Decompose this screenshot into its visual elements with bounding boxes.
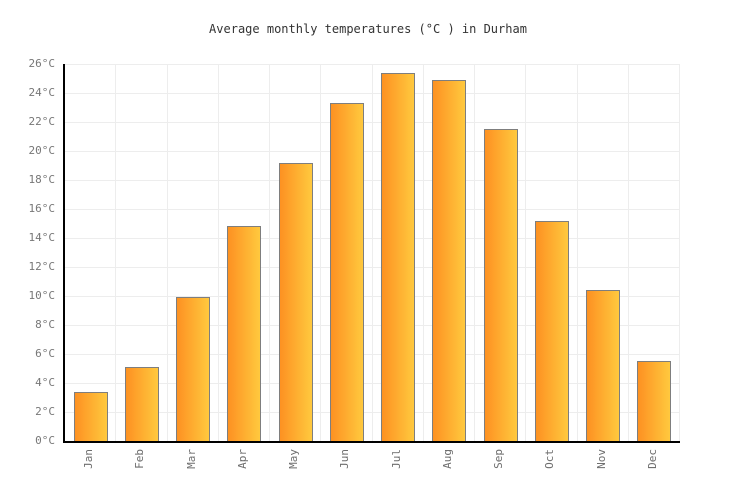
y-tick-label: 2°C — [35, 405, 55, 418]
month-label: May — [287, 449, 301, 469]
month-label: Dec — [645, 449, 659, 469]
month-label: Oct — [543, 449, 557, 469]
gridline-h — [65, 93, 680, 94]
y-tick-label: 16°C — [28, 202, 56, 215]
bar-jul — [381, 73, 416, 441]
gridline-v — [679, 64, 680, 441]
plot-area — [63, 64, 680, 443]
y-tick-label: 4°C — [35, 376, 55, 389]
month-label: Jan — [82, 449, 96, 469]
gridline-h — [65, 64, 680, 65]
bar-oct — [534, 221, 569, 441]
chart-title: Average monthly temperatures (°C ) in Du… — [209, 22, 527, 36]
bar-feb — [124, 367, 159, 441]
month-label: Jun — [338, 449, 352, 469]
x-tick-label-dec: Dec — [642, 449, 662, 469]
gridline-v — [371, 64, 373, 441]
gridline-v — [474, 64, 475, 441]
y-tick-label: 24°C — [28, 86, 56, 99]
y-tick-label: 6°C — [35, 347, 55, 360]
month-label: Sep — [492, 449, 506, 469]
gridline-h — [65, 209, 680, 210]
x-tick-label-sep: Sep — [489, 449, 509, 469]
gridline-h — [65, 354, 680, 355]
x-tick-label-may: May — [284, 449, 304, 469]
gridline-v — [576, 64, 578, 441]
gridline-h — [65, 238, 680, 239]
gridline-v — [269, 64, 270, 441]
y-tick-label: 22°C — [28, 115, 56, 128]
month-label: Nov — [594, 449, 608, 469]
x-tick-label-oct: Oct — [540, 449, 560, 469]
x-tick-label-aug: Aug — [437, 449, 457, 469]
bar-aug — [432, 80, 467, 441]
x-tick-label-jun: Jun — [335, 449, 355, 469]
gridline-v — [525, 64, 527, 441]
x-tick-label-feb: Feb — [130, 449, 150, 469]
month-label: Apr — [235, 449, 249, 469]
y-tick-label: 10°C — [28, 289, 56, 302]
x-tick-label-jul: Jul — [386, 449, 406, 469]
gridline-v — [627, 64, 629, 441]
y-tick-label: 14°C — [28, 231, 56, 244]
month-label: Aug — [440, 449, 454, 469]
gridline-h — [65, 267, 680, 268]
bar-jan — [73, 392, 108, 441]
y-tick-label: 8°C — [35, 318, 55, 331]
gridline-h — [65, 151, 680, 152]
gridline-v — [217, 64, 219, 441]
gridline-h — [65, 383, 680, 384]
gridline-v — [115, 64, 117, 441]
bar-dec — [637, 361, 672, 441]
y-tick-label: 26°C — [28, 57, 56, 70]
gridline-h — [65, 122, 680, 123]
gridline-v — [320, 64, 322, 441]
y-tick-label: 18°C — [28, 173, 56, 186]
month-label: Mar — [184, 449, 198, 469]
x-tick-label-mar: Mar — [181, 449, 201, 469]
bar-may — [278, 163, 313, 441]
month-label: Feb — [133, 449, 147, 469]
gridline-h — [65, 325, 680, 326]
bar-jun — [329, 103, 364, 441]
month-label: Jul — [389, 449, 403, 469]
bar-sep — [483, 129, 518, 441]
bar-mar — [176, 297, 211, 441]
bar-nov — [586, 290, 621, 441]
x-tick-label-jan: Jan — [79, 449, 99, 469]
gridline-v — [422, 64, 424, 441]
gridline-h — [65, 412, 680, 413]
gridline-h — [65, 296, 680, 297]
x-tick-label-nov: Nov — [591, 449, 611, 469]
x-tick-label-apr: Apr — [232, 449, 252, 469]
bar-apr — [227, 226, 262, 441]
y-tick-label: 0°C — [35, 434, 55, 447]
y-tick-label: 12°C — [28, 260, 56, 273]
gridline-h — [65, 180, 680, 181]
gridline-v — [166, 64, 168, 441]
y-tick-label: 20°C — [28, 144, 56, 157]
